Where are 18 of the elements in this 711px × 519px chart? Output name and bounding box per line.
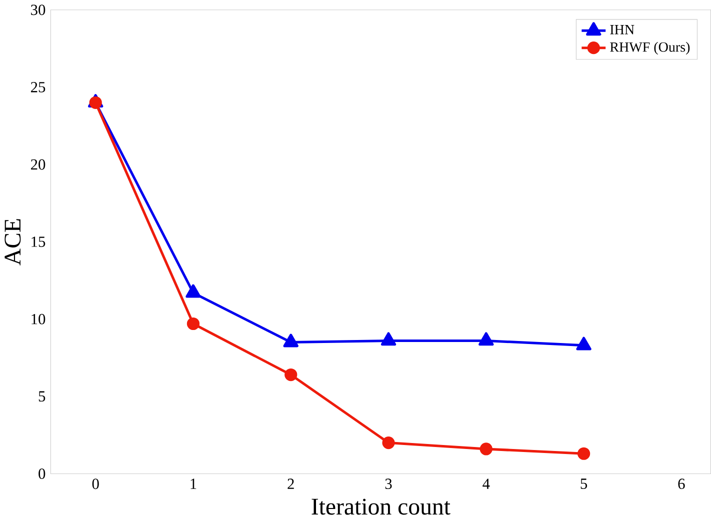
y-tick-label: 10 bbox=[32, 314, 46, 324]
x-tick-label: 5 bbox=[580, 478, 588, 489]
y-tick-label: 0 bbox=[38, 468, 46, 479]
x-tick-label: 6 bbox=[678, 478, 685, 489]
y-axis-title: ACE bbox=[4, 218, 21, 266]
legend-label: RHWF (Ours) bbox=[610, 42, 690, 54]
y-tick-label: 25 bbox=[30, 82, 46, 92]
x-tick-label: 2 bbox=[288, 478, 294, 489]
y-tick-label: 30 bbox=[31, 4, 46, 15]
x-tick-label: 0 bbox=[92, 478, 99, 489]
x-tick-label: 4 bbox=[482, 478, 490, 489]
legend-label: IHN bbox=[610, 24, 634, 34]
y-tick-label: 5 bbox=[38, 391, 46, 402]
x-tick-label: 3 bbox=[385, 478, 392, 489]
x-tick-label: 1 bbox=[190, 478, 196, 489]
x-axis-title: Iteration count bbox=[312, 498, 450, 515]
y-tick-label: 15 bbox=[32, 236, 46, 247]
y-tick-label: 20 bbox=[30, 159, 46, 170]
